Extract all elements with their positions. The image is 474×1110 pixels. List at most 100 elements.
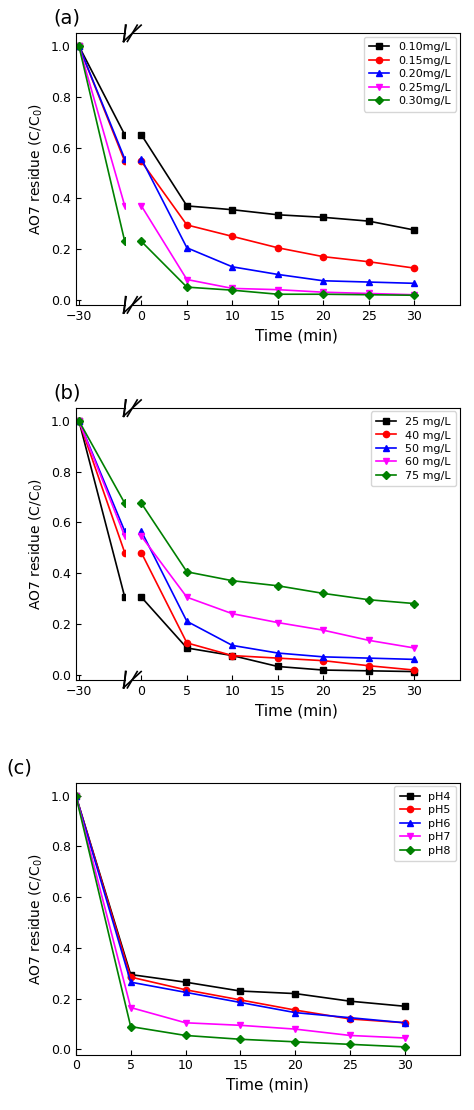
Line: 0.30mg/L: 0.30mg/L (138, 239, 418, 299)
0.15mg/L (138, 154, 144, 168)
pH7 (237, 1019, 243, 1032)
Y-axis label: AO7 residue (C/C$_0$): AO7 residue (C/C$_0$) (28, 478, 46, 609)
X-axis label: Time (min): Time (min) (255, 703, 337, 718)
pH4 (292, 987, 298, 1000)
25 mg/L (275, 659, 281, 673)
Line: 75 mg/L: 75 mg/L (138, 501, 418, 607)
25 mg/L (320, 664, 326, 677)
pH5 (402, 1016, 408, 1029)
40 mg/L (184, 636, 190, 649)
pH8 (182, 1029, 188, 1042)
25 mg/L (411, 665, 417, 678)
Line: pH6: pH6 (73, 793, 408, 1026)
Line: 0.10mg/L: 0.10mg/L (138, 132, 418, 233)
40 mg/L (411, 664, 417, 677)
pH7 (182, 1016, 188, 1029)
pH8 (237, 1032, 243, 1046)
0.30mg/L (366, 289, 372, 302)
0.10mg/L (320, 211, 326, 224)
Legend: 0.10mg/L, 0.15mg/L, 0.20mg/L, 0.25mg/L, 0.30mg/L: 0.10mg/L, 0.15mg/L, 0.20mg/L, 0.25mg/L, … (364, 37, 456, 112)
X-axis label: Time (min): Time (min) (227, 1078, 309, 1093)
pH8 (402, 1040, 408, 1053)
pH6 (237, 996, 243, 1009)
0.25mg/L (411, 289, 417, 302)
60 mg/L (366, 634, 372, 647)
Line: 25 mg/L: 25 mg/L (138, 594, 418, 675)
75 mg/L (184, 565, 190, 578)
75 mg/L (275, 579, 281, 593)
pH8 (347, 1038, 353, 1051)
0.25mg/L (229, 282, 235, 295)
Line: pH7: pH7 (73, 793, 408, 1041)
0.25mg/L (184, 273, 190, 286)
pH6 (402, 1016, 408, 1029)
pH5 (128, 970, 134, 983)
Line: 0.20mg/L: 0.20mg/L (138, 155, 418, 286)
pH6 (128, 976, 134, 989)
40 mg/L (229, 649, 235, 663)
25 mg/L (184, 642, 190, 655)
0.25mg/L (366, 286, 372, 300)
pH5 (73, 789, 79, 803)
50 mg/L (138, 525, 144, 538)
Legend: 25 mg/L, 40 mg/L, 50 mg/L, 60 mg/L, 75 mg/L: 25 mg/L, 40 mg/L, 50 mg/L, 60 mg/L, 75 m… (371, 412, 456, 486)
pH7 (128, 1001, 134, 1015)
0.15mg/L (229, 230, 235, 243)
pH8 (73, 789, 79, 803)
Line: 0.25mg/L: 0.25mg/L (138, 203, 418, 297)
0.15mg/L (366, 255, 372, 269)
0.30mg/L (229, 283, 235, 296)
0.30mg/L (138, 235, 144, 249)
pH4 (182, 976, 188, 989)
Legend: pH4, pH5, pH6, pH7, pH8: pH4, pH5, pH6, pH7, pH8 (394, 786, 456, 861)
pH5 (182, 983, 188, 997)
0.20mg/L (275, 268, 281, 281)
75 mg/L (229, 574, 235, 587)
Text: (b): (b) (54, 384, 82, 403)
0.15mg/L (320, 250, 326, 263)
Line: pH4: pH4 (73, 793, 408, 1009)
60 mg/L (229, 607, 235, 620)
Text: (c): (c) (7, 758, 33, 777)
75 mg/L (138, 496, 144, 509)
0.10mg/L (366, 214, 372, 228)
pH6 (182, 986, 188, 999)
75 mg/L (411, 597, 417, 611)
pH7 (73, 789, 79, 803)
pH4 (128, 968, 134, 981)
pH4 (402, 1000, 408, 1013)
25 mg/L (366, 664, 372, 677)
pH6 (347, 1011, 353, 1025)
75 mg/L (320, 587, 326, 601)
25 mg/L (138, 591, 144, 604)
60 mg/L (275, 616, 281, 629)
pH8 (292, 1036, 298, 1049)
0.30mg/L (275, 287, 281, 301)
0.20mg/L (411, 276, 417, 290)
pH6 (73, 789, 79, 803)
0.20mg/L (366, 275, 372, 289)
pH7 (402, 1031, 408, 1045)
Line: 0.15mg/L: 0.15mg/L (138, 159, 418, 271)
0.30mg/L (320, 287, 326, 301)
Line: pH8: pH8 (73, 793, 408, 1050)
pH8 (128, 1020, 134, 1033)
pH6 (292, 1006, 298, 1019)
50 mg/L (184, 615, 190, 628)
0.15mg/L (411, 262, 417, 275)
25 mg/L (229, 649, 235, 663)
Text: (a): (a) (54, 9, 81, 28)
pH4 (347, 995, 353, 1008)
0.10mg/L (229, 203, 235, 216)
0.20mg/L (184, 241, 190, 254)
0.30mg/L (411, 289, 417, 302)
50 mg/L (366, 652, 372, 665)
0.10mg/L (275, 209, 281, 222)
pH5 (292, 1003, 298, 1017)
0.10mg/L (138, 128, 144, 141)
X-axis label: Time (min): Time (min) (255, 329, 337, 343)
60 mg/L (138, 529, 144, 543)
pH7 (347, 1029, 353, 1042)
Y-axis label: AO7 residue (C/C$_0$): AO7 residue (C/C$_0$) (28, 852, 46, 985)
60 mg/L (184, 591, 190, 604)
